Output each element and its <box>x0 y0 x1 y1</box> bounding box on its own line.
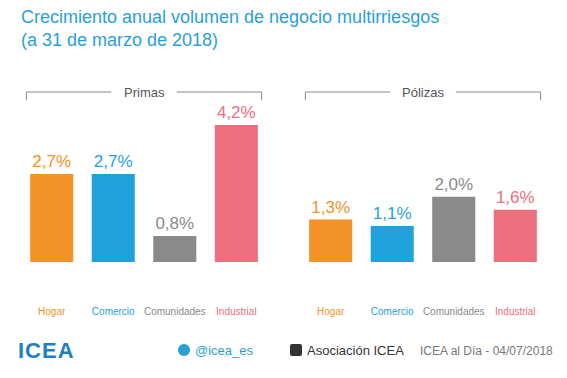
svg-text:Crecimiento anual volumen de n: Crecimiento anual volumen de negocio mul… <box>21 7 439 50</box>
svg-text:Comunidades: Comunidades <box>144 306 206 317</box>
svg-text:1,1%: 1,1% <box>373 204 412 223</box>
svg-text:Comercio: Comercio <box>92 306 135 317</box>
svg-text:2,7%: 2,7% <box>94 152 133 171</box>
svg-text:1,6%: 1,6% <box>496 188 535 207</box>
svg-text:Hogar: Hogar <box>38 306 66 317</box>
html-text:@icea_es: @icea_es <box>195 343 253 358</box>
svg-text:Industrial: Industrial <box>216 306 257 317</box>
html-text:ICEA: ICEA <box>18 338 75 363</box>
html-text:Asociación ICEA: Asociación ICEA <box>307 343 404 358</box>
html-text:ICEA al Día - 04/07/2018: ICEA al Día - 04/07/2018 <box>420 344 553 358</box>
svg-text:4,2%: 4,2% <box>217 103 256 122</box>
svg-text:0,8%: 0,8% <box>155 214 194 233</box>
svg-text:2,0%: 2,0% <box>434 175 473 194</box>
svg-text:2,7%: 2,7% <box>32 152 71 171</box>
svg-text:Primas: Primas <box>124 85 165 100</box>
svg-text:Comercio: Comercio <box>371 306 414 317</box>
svg-text:Comunidades: Comunidades <box>423 306 485 317</box>
svg-text:Hogar: Hogar <box>317 306 345 317</box>
svg-text:1,3%: 1,3% <box>311 198 350 217</box>
svg-text:Pólizas: Pólizas <box>402 85 444 100</box>
svg-text:Industrial: Industrial <box>495 306 536 317</box>
